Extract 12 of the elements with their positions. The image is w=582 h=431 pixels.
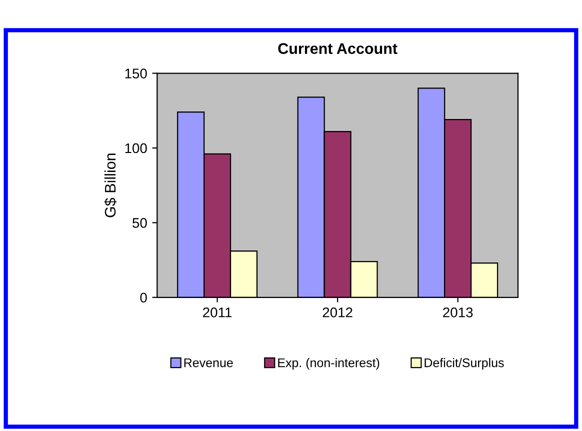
y-tick-label: 50 — [132, 218, 147, 228]
y-tick-label: 100 — [125, 143, 147, 154]
legend-label: Deficit/Surplus — [424, 358, 504, 370]
y-axis-title: G$ Billion — [104, 154, 117, 218]
legend-label: Exp. (non-interest) — [278, 358, 380, 370]
y-tick-label: 0 — [140, 292, 147, 303]
legend-label: Revenue — [184, 358, 233, 368]
chart-title: Current Account — [278, 43, 398, 54]
y-tick-label: 150 — [125, 68, 147, 78]
x-tick-label: 2012 — [322, 307, 352, 318]
x-tick-label: 2011 — [203, 307, 232, 318]
x-tick-label: 2013 — [443, 307, 473, 318]
